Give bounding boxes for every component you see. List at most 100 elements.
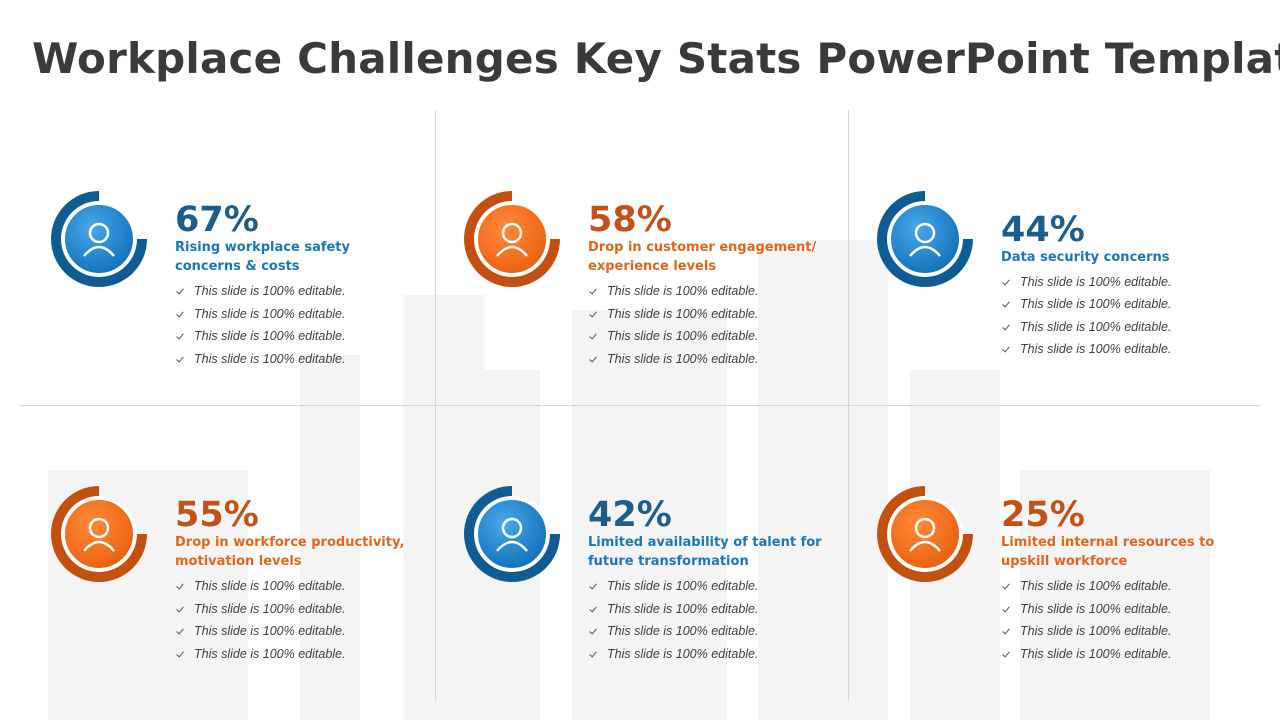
bullet-text: This slide is 100% editable. [194,579,346,593]
divider [20,405,1260,406]
bullet-text: This slide is 100% editable. [194,284,346,298]
glyph [83,245,115,257]
bullet: This slide is 100% editable. [588,620,828,643]
bullet: This slide is 100% editable. [1001,598,1241,621]
bullet: This slide is 100% editable. [1001,316,1241,339]
stat-heading: Limited internal resources to upskill wo… [1001,535,1215,569]
stat-card: 42% Limited availability of talent for fu… [435,437,848,677]
check-icon [1002,322,1010,330]
bullet: This slide is 100% editable. [1001,338,1241,361]
glyph [501,222,523,244]
glyph [496,245,528,257]
check-icon [589,649,597,657]
bullet: This slide is 100% editable. [175,280,415,303]
bullet-text: This slide is 100% editable. [194,646,346,661]
check-icon [1002,626,1010,635]
stat-text: 25% Limited internal resources to upskill… [1001,437,1241,677]
bullet-text: This slide is 100% editable. [194,351,346,366]
check-icon [176,626,184,635]
stat-heading: Data security concerns [1001,249,1170,265]
bullet: This slide is 100% editable. [175,575,415,598]
bullet: This slide is 100% editable. [1001,271,1241,294]
glyph [83,540,115,552]
bullet-text: This slide is 100% editable. [194,306,346,321]
stat-value: 67% [175,200,259,240]
bullet: This slide is 100% editable. [175,598,415,621]
stat-value: 55% [175,495,259,535]
bullet-text: This slide is 100% editable. [607,624,759,638]
check-icon [589,331,597,340]
bullet-text: This slide is 100% editable. [1020,297,1172,311]
bullet: This slide is 100% editable. [175,325,415,348]
stat-icon [51,486,147,582]
icon-disc [63,498,135,570]
bullet-text: This slide is 100% editable. [194,624,346,638]
stat-heading: Drop in customer engagement/ experience … [588,240,817,274]
bullet: This slide is 100% editable. [175,348,415,371]
icon-disc [63,203,135,275]
stat-value: 25% [1001,495,1085,535]
check-icon [589,286,597,295]
bullet-text: This slide is 100% editable. [607,306,759,321]
check-icon [1002,649,1010,657]
stat-heading: Drop in workforce productivity, motivati… [175,535,405,569]
stat-icon [877,191,973,287]
bullet-text: This slide is 100% editable. [607,329,759,343]
check-icon [589,354,597,362]
check-icon [176,581,184,590]
glyph [909,540,941,552]
bullet: This slide is 100% editable. [1001,643,1241,666]
stat-value: 42% [588,495,672,535]
check-icon [1002,344,1010,353]
stat-text: 58% Drop in customer engagement/ experien… [588,142,828,382]
background-building [572,310,727,720]
bullet: This slide is 100% editable. [588,643,828,666]
stat-icon [464,191,560,287]
stat-card: 55% Drop in workforce productivity, motiv… [22,437,435,677]
bullet-text: This slide is 100% editable. [1020,274,1172,289]
glyph [88,222,110,244]
bullet-text: This slide is 100% editable. [607,284,759,298]
glyph [909,245,941,257]
stat-heading: Limited availability of talent for futur… [588,535,822,569]
bullet: This slide is 100% editable. [588,325,828,348]
bullet: This slide is 100% editable. [175,303,415,326]
icon-disc [889,498,961,570]
check-icon [589,604,597,612]
bullet-text: This slide is 100% editable. [194,601,346,616]
bullet-text: This slide is 100% editable. [607,646,759,661]
check-icon [176,354,184,362]
check-icon [1002,604,1010,612]
stat-card: 25% Limited internal resources to upskill… [848,437,1261,677]
stat-card: 58% Drop in customer engagement/ experien… [435,142,848,382]
check-icon [1002,277,1010,285]
glyph [496,540,528,552]
bullet: This slide is 100% editable. [175,643,415,666]
icon-disc [476,203,548,275]
bullet-text: This slide is 100% editable. [1020,342,1172,356]
stat-value: 58% [588,200,672,240]
glyph [914,222,936,244]
bullet: This slide is 100% editable. [588,598,828,621]
bullet-text: This slide is 100% editable. [194,329,346,343]
check-icon [176,604,184,612]
background-building [1020,470,1210,720]
stat-icon [877,486,973,582]
stat-card: 67% Rising workplace safety concerns & co… [22,142,435,382]
bullet-text: This slide is 100% editable. [607,579,759,593]
bullet: This slide is 100% editable. [1001,575,1241,598]
bullet-text: This slide is 100% editable. [1020,624,1172,638]
stat-heading: Rising workplace safety concerns & costs [175,240,350,274]
stat-icon [51,191,147,287]
stat-value: 44% [1001,209,1085,250]
glyph [88,517,110,539]
stat-text: 55% Drop in workforce productivity, motiv… [175,437,415,677]
bullet: This slide is 100% editable. [1001,293,1241,316]
stat-icon [464,486,560,582]
bullet-text: This slide is 100% editable. [607,351,759,366]
bullet: This slide is 100% editable. [588,303,828,326]
bullet-text: This slide is 100% editable. [607,601,759,616]
background-building [300,355,360,720]
bullet: This slide is 100% editable. [588,280,828,303]
